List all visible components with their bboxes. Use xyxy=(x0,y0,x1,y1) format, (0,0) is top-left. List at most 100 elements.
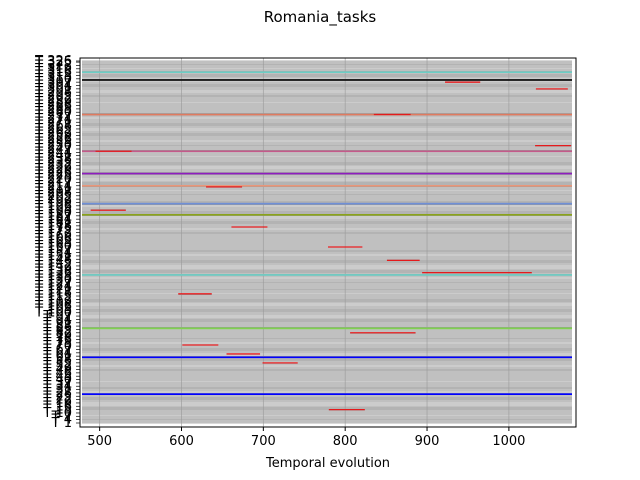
y-tick-label: T 316 xyxy=(34,65,72,80)
y-tick-label: T 34 xyxy=(42,379,72,394)
y-tick-label: T 268 xyxy=(34,119,72,134)
y-tick-label: T 175 xyxy=(34,222,72,237)
x-tick-label: 600 xyxy=(169,434,194,449)
y-tick-label: T 16 xyxy=(42,399,72,414)
y-tick-label: T 85 xyxy=(42,322,72,337)
y-tick-label: T 130 xyxy=(34,272,72,287)
y-tick-label: T 103 xyxy=(34,302,72,317)
y-tick-label: T 154 xyxy=(34,246,72,261)
y-tick-label: T 124 xyxy=(34,279,72,294)
y-tick-label: T 235 xyxy=(34,155,72,170)
y-tick-label: T 238 xyxy=(34,152,72,167)
y-tick-label: T 226 xyxy=(34,165,72,180)
y-tick-label: T 61 xyxy=(42,349,72,364)
y-tick-label: T 112 xyxy=(34,292,72,307)
y-tick-label: T 148 xyxy=(34,252,72,267)
x-axis-label: Temporal evolution xyxy=(265,456,390,471)
y-tick-label: T 319 xyxy=(34,62,72,77)
chart-title: Romania_tasks xyxy=(264,8,377,27)
y-tick-label: T 64 xyxy=(42,346,72,361)
y-tick-label: T 169 xyxy=(34,229,72,244)
y-tick-label: T 19 xyxy=(42,396,72,411)
y-tick-label: T 325 xyxy=(34,55,72,70)
y-tick-label: T 1 xyxy=(51,416,72,431)
y-tick-label: T 184 xyxy=(34,212,72,227)
y-tick-label: T 58 xyxy=(42,353,72,368)
y-tick-label: T 31 xyxy=(42,383,72,398)
y-tick-label: T 205 xyxy=(34,189,72,204)
y-tick-label: T 310 xyxy=(34,72,72,87)
y-tick-label: T 250 xyxy=(34,139,72,154)
y-tick-label: T 193 xyxy=(34,202,72,217)
y-tick-label: T 37 xyxy=(42,376,72,391)
y-tick-label: T 172 xyxy=(34,226,72,241)
y-axis: T 1T 4T 7T 10T 13T 16T 19T 22T 25T 28T 3… xyxy=(34,54,80,431)
y-tick-label: T 271 xyxy=(34,115,72,130)
y-tick-label: T 326 xyxy=(34,54,72,69)
y-tick-label: T 160 xyxy=(34,239,72,254)
y-tick-label: T 82 xyxy=(42,326,72,341)
y-tick-label: T 208 xyxy=(34,185,72,200)
y-tick-label: T 13 xyxy=(42,403,72,418)
y-tick-label: T 115 xyxy=(34,289,72,304)
y-tick-label: T 142 xyxy=(34,259,72,274)
y-tick-label: T 196 xyxy=(34,199,72,214)
y-tick-label: T 139 xyxy=(34,262,72,277)
y-tick-label: T 214 xyxy=(34,179,72,194)
y-tick-label: T 199 xyxy=(34,195,72,210)
x-tick-label: 500 xyxy=(87,434,112,449)
task-rows xyxy=(82,60,572,424)
y-tick-label: T 313 xyxy=(34,68,72,83)
y-tick-label: T 244 xyxy=(34,145,72,160)
y-tick-label: T 220 xyxy=(34,172,72,187)
y-tick-label: T 322 xyxy=(34,58,72,73)
x-tick-label: 1000 xyxy=(492,434,525,449)
y-tick-label: T 73 xyxy=(42,336,72,351)
y-tick-label: T 211 xyxy=(34,182,72,197)
y-tick-label: T 49 xyxy=(42,363,72,378)
y-tick-label: T 22 xyxy=(42,393,72,408)
y-tick-label: T 136 xyxy=(34,266,72,281)
y-tick-label: T 106 xyxy=(34,299,72,314)
y-tick-label: T 40 xyxy=(42,373,72,388)
y-tick-label: T 232 xyxy=(34,159,72,174)
y-tick-label: T 217 xyxy=(34,175,72,190)
y-tick-label: T 109 xyxy=(34,296,72,311)
y-tick-label: T 265 xyxy=(34,122,72,137)
y-tick-label: T 79 xyxy=(42,329,72,344)
y-tick-label: T 94 xyxy=(42,312,72,327)
x-tick-label: 700 xyxy=(251,434,276,449)
y-tick-label: T 28 xyxy=(42,386,72,401)
y-tick-label: T 190 xyxy=(34,205,72,220)
x-tick-label: 800 xyxy=(333,434,358,449)
y-tick-label: T 4 xyxy=(51,413,72,428)
y-tick-label: T 178 xyxy=(34,219,72,234)
y-tick-label: T 67 xyxy=(42,342,72,357)
y-tick-label: T 229 xyxy=(34,162,72,177)
y-tick-label: T 277 xyxy=(34,109,72,124)
y-tick-label: T 97 xyxy=(42,309,72,324)
y-tick-label: T 88 xyxy=(42,319,72,334)
y-tick-label: T 157 xyxy=(34,242,72,257)
task-bars xyxy=(90,81,572,411)
y-tick-label: T 163 xyxy=(34,236,72,251)
y-tick-label: T 133 xyxy=(34,269,72,284)
y-tick-label: T 76 xyxy=(42,332,72,347)
y-tick-label: T 241 xyxy=(34,149,72,164)
y-tick-label: T 289 xyxy=(34,95,72,110)
y-tick-label: T 223 xyxy=(34,169,72,184)
y-tick-label: T 70 xyxy=(42,339,72,354)
y-tick-label: T 46 xyxy=(42,366,72,381)
y-tick-label: T 10 xyxy=(42,406,72,421)
y-tick-label: T 304 xyxy=(34,79,72,94)
plot-area xyxy=(79,57,577,428)
y-tick-label: T 127 xyxy=(34,276,72,291)
y-tick-label: T 259 xyxy=(34,129,72,144)
y-tick-label: T 166 xyxy=(34,232,72,247)
y-tick-label: T 145 xyxy=(34,256,72,271)
y-tick-label: T 100 xyxy=(34,306,72,321)
y-tick-label: T 52 xyxy=(42,359,72,374)
y-tick-label: T 118 xyxy=(34,286,72,301)
y-tick-label: T 295 xyxy=(34,89,72,104)
